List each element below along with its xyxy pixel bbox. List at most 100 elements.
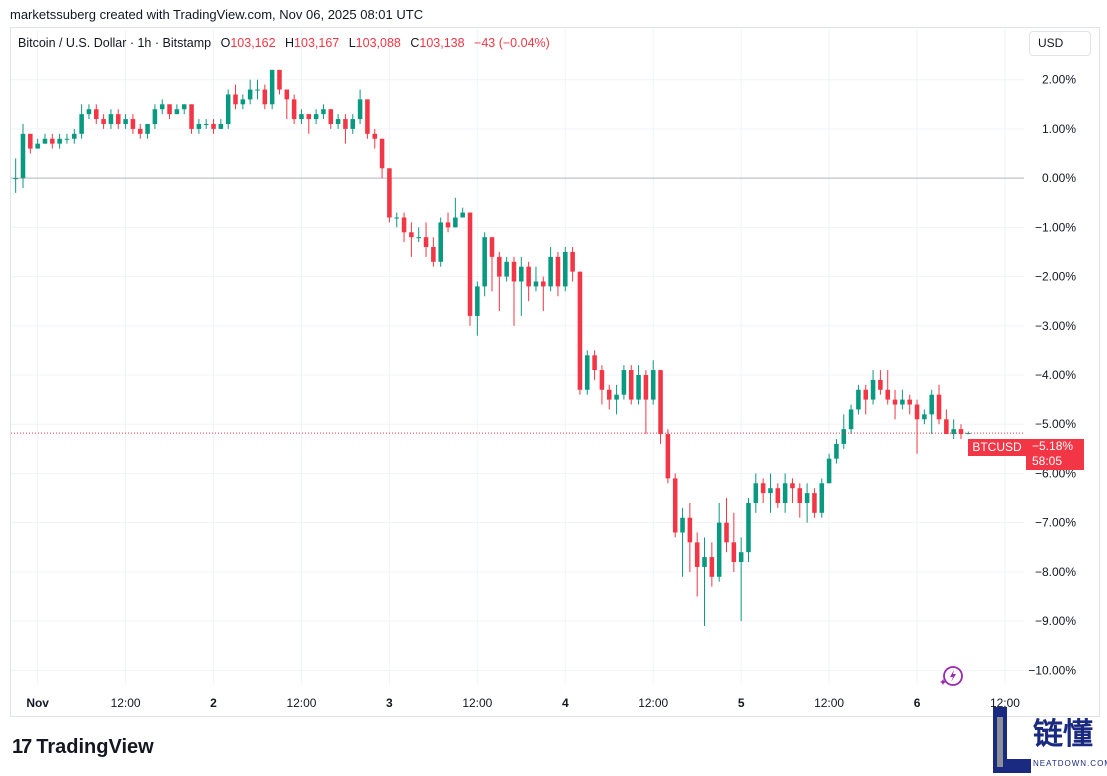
candle[interactable] bbox=[680, 507, 685, 577]
candle[interactable] bbox=[519, 256, 524, 316]
candle[interactable] bbox=[951, 419, 956, 439]
candle[interactable] bbox=[438, 217, 443, 267]
candle[interactable] bbox=[790, 478, 795, 503]
candle[interactable] bbox=[72, 128, 77, 144]
candle[interactable] bbox=[716, 502, 722, 582]
candle[interactable] bbox=[196, 119, 202, 134]
candle[interactable] bbox=[291, 94, 297, 124]
candle[interactable] bbox=[313, 109, 319, 124]
candle[interactable] bbox=[841, 414, 847, 449]
candle[interactable] bbox=[709, 542, 715, 587]
candle[interactable] bbox=[145, 123, 150, 139]
candle[interactable] bbox=[511, 256, 517, 326]
candle[interactable] bbox=[372, 128, 378, 149]
candle[interactable] bbox=[848, 404, 854, 435]
candle[interactable] bbox=[394, 212, 400, 228]
candle[interactable] bbox=[42, 133, 48, 144]
candle[interactable] bbox=[650, 360, 656, 405]
candle[interactable] bbox=[929, 389, 934, 435]
lightning-icon[interactable] bbox=[940, 665, 964, 687]
candle[interactable] bbox=[416, 227, 421, 243]
candle[interactable] bbox=[636, 365, 641, 405]
candle[interactable] bbox=[584, 350, 590, 395]
candle[interactable] bbox=[152, 104, 158, 129]
currency-button[interactable]: USD bbox=[1029, 31, 1091, 56]
candle[interactable] bbox=[350, 114, 356, 134]
candle[interactable] bbox=[731, 512, 737, 572]
candle[interactable] bbox=[878, 370, 883, 395]
candle[interactable] bbox=[746, 498, 751, 563]
candle[interactable] bbox=[255, 79, 260, 100]
candle[interactable] bbox=[944, 409, 949, 435]
candle[interactable] bbox=[856, 384, 861, 415]
candle[interactable] bbox=[233, 84, 238, 110]
candle[interactable] bbox=[20, 123, 26, 188]
candle[interactable] bbox=[225, 89, 231, 129]
candle[interactable] bbox=[269, 69, 275, 110]
candle[interactable] bbox=[526, 261, 531, 302]
candle[interactable] bbox=[189, 104, 194, 134]
candle[interactable] bbox=[203, 119, 209, 129]
candle[interactable] bbox=[379, 138, 385, 179]
candle[interactable] bbox=[130, 114, 136, 134]
candle[interactable] bbox=[123, 114, 128, 129]
candle[interactable] bbox=[782, 473, 788, 513]
candle[interactable] bbox=[702, 537, 707, 627]
candle[interactable] bbox=[672, 473, 678, 538]
candle[interactable] bbox=[13, 158, 18, 193]
candle[interactable] bbox=[262, 84, 268, 110]
candle[interactable] bbox=[335, 114, 341, 129]
candle[interactable] bbox=[357, 89, 363, 124]
candle[interactable] bbox=[570, 247, 575, 282]
candle[interactable] bbox=[306, 114, 312, 134]
candle[interactable] bbox=[137, 123, 143, 139]
candle[interactable] bbox=[174, 104, 180, 115]
candle[interactable] bbox=[804, 483, 810, 523]
candle[interactable] bbox=[885, 370, 890, 405]
candle[interactable] bbox=[489, 237, 495, 292]
candle[interactable] bbox=[775, 483, 781, 508]
candle[interactable] bbox=[467, 212, 473, 326]
candle[interactable] bbox=[768, 473, 773, 513]
candle[interactable] bbox=[86, 104, 92, 120]
candle[interactable] bbox=[687, 502, 693, 572]
candle[interactable] bbox=[482, 232, 487, 297]
candle[interactable] bbox=[387, 168, 392, 223]
candle[interactable] bbox=[694, 532, 700, 597]
candle[interactable] bbox=[504, 256, 509, 282]
candle[interactable] bbox=[79, 104, 84, 139]
candle[interactable] bbox=[167, 104, 172, 120]
candle[interactable] bbox=[753, 473, 759, 513]
candle[interactable] bbox=[211, 119, 216, 134]
candle[interactable] bbox=[115, 109, 121, 129]
candle[interactable] bbox=[958, 424, 964, 439]
candle[interactable] bbox=[914, 399, 920, 454]
candle[interactable] bbox=[643, 370, 649, 435]
candle[interactable] bbox=[277, 69, 282, 95]
candle[interactable] bbox=[57, 133, 62, 149]
candle[interactable] bbox=[50, 133, 55, 149]
tradingview-logo[interactable]: 17 TradingView bbox=[12, 736, 154, 759]
candle[interactable] bbox=[321, 104, 326, 120]
candle[interactable] bbox=[592, 350, 597, 380]
candle[interactable] bbox=[181, 104, 187, 115]
candle[interactable] bbox=[621, 365, 627, 400]
candle[interactable] bbox=[548, 247, 553, 292]
candle[interactable] bbox=[497, 251, 502, 312]
candle[interactable] bbox=[606, 384, 612, 410]
candle[interactable] bbox=[892, 389, 898, 420]
candle[interactable] bbox=[64, 133, 70, 144]
candle[interactable] bbox=[240, 94, 246, 110]
candle[interactable] bbox=[247, 79, 253, 105]
candle[interactable] bbox=[409, 222, 414, 257]
candle[interactable] bbox=[445, 212, 451, 233]
candle[interactable] bbox=[797, 483, 803, 518]
candle[interactable] bbox=[108, 109, 114, 129]
candle[interactable] bbox=[577, 271, 583, 395]
candle[interactable] bbox=[343, 114, 348, 144]
candle[interactable] bbox=[101, 114, 106, 129]
candle[interactable] bbox=[299, 109, 304, 124]
candle[interactable] bbox=[724, 498, 729, 553]
candle[interactable] bbox=[826, 453, 832, 484]
